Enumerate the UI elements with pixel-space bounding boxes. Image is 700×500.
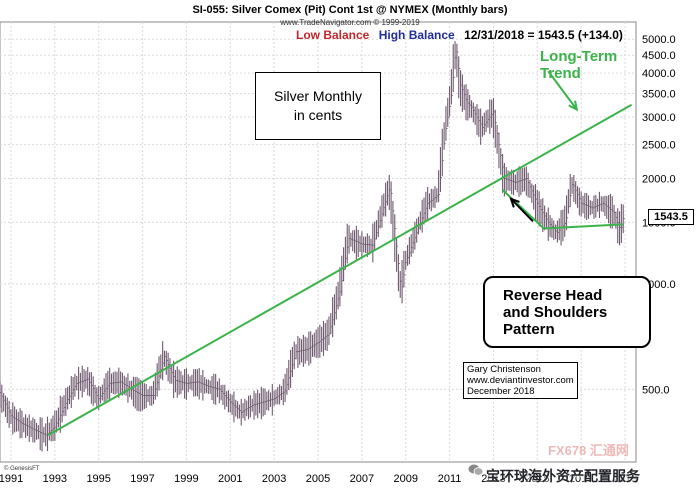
pattern-arrow-shaft (510, 198, 534, 222)
y-tick-label: 4000.0 (642, 68, 676, 80)
y-tick-label: 500.0 (642, 384, 670, 396)
x-tick-label: 2009 (393, 473, 417, 485)
chart-note-line2: in cents (293, 107, 343, 123)
low-balance-label: Low Balance (296, 28, 370, 42)
author-credit-box: Gary Christenson www.deviantinvestor.com… (463, 362, 578, 399)
x-tick-label: 1991 (0, 473, 23, 485)
x-tick-label: 2007 (350, 473, 374, 485)
y-tick-label: 4500.0 (642, 50, 676, 62)
y-tick-label: 3500.0 (642, 88, 676, 100)
watermark-domain: FX678 汇通网 (548, 443, 629, 458)
author-date: December 2018 (467, 386, 535, 397)
pattern-arrow-head (509, 197, 520, 208)
author-name: Gary Christenson (467, 364, 541, 375)
x-tick-label: 2005 (306, 473, 330, 485)
y-tick-label: 2000.0 (642, 174, 676, 186)
x-tick-label: 2013 (481, 473, 505, 485)
trend-arrow-shaft (547, 70, 578, 111)
y-tick-label: 2500.0 (642, 140, 676, 152)
trend-annotation-line2: Trend (540, 65, 581, 82)
chart-note-box: Silver Monthly in cents (255, 72, 381, 140)
y-tick-label: 3000.0 (642, 112, 676, 124)
author-website: www.deviantinvestor.com (467, 375, 574, 386)
x-tick-label: 1993 (43, 473, 67, 485)
chart-subtitle: www.TradeNavigator.com © 1999-2019 (280, 18, 420, 27)
chart-note-line1: Silver Monthly (274, 88, 362, 104)
x-tick-label: 2001 (218, 473, 242, 485)
legend-row: Low Balance High Balance 12/31/2018 = 15… (296, 28, 629, 42)
x-tick-label: 1995 (86, 473, 110, 485)
long-term-trend-line (47, 103, 633, 436)
y-tick-label: 5000.0 (642, 34, 676, 46)
high-balance-label: High Balance (378, 28, 455, 42)
data-source-note: © GenesisFT (4, 466, 40, 472)
x-tick-label: 2015 (525, 473, 549, 485)
chart-title: SI-055: Silver Comex (Pit) Cont 1st @ NY… (192, 4, 508, 16)
pattern-annotation-line2: and Shoulders (503, 303, 608, 321)
watermark-text: 宝环球海外资产配置服务 (486, 468, 640, 484)
x-tick-label: 2017 (569, 473, 593, 485)
x-tick-label: 2011 (438, 473, 462, 485)
pattern-annotation-line1: Reverse Head (503, 286, 603, 304)
wechat-icon (468, 463, 484, 479)
trend-arrow-head (568, 100, 579, 112)
annotation-lines (47, 70, 633, 436)
x-tick-label: 1999 (174, 473, 198, 485)
last-quote-label: 12/31/2018 = 1543.5 (+134.0) (464, 28, 623, 42)
pattern-neckline (501, 188, 623, 230)
x-tick-label: 2003 (262, 473, 286, 485)
current-price-tag: 1543.5 (648, 209, 694, 225)
x-tick-label: 1997 (130, 473, 154, 485)
trend-annotation: Long-Term Trend (540, 48, 617, 82)
trend-annotation-line1: Long-Term (540, 48, 618, 65)
x-tick-label: 2019 (613, 473, 637, 485)
pattern-annotation-box: Reverse Head and Shoulders Pattern (483, 276, 651, 348)
chart-axes: 1991 1993 1995 1997 1999 2001 2003 2005 2007 2009… (0, 34, 676, 485)
price-bars (0, 41, 625, 452)
pattern-annotation-line3: Pattern (503, 320, 555, 338)
